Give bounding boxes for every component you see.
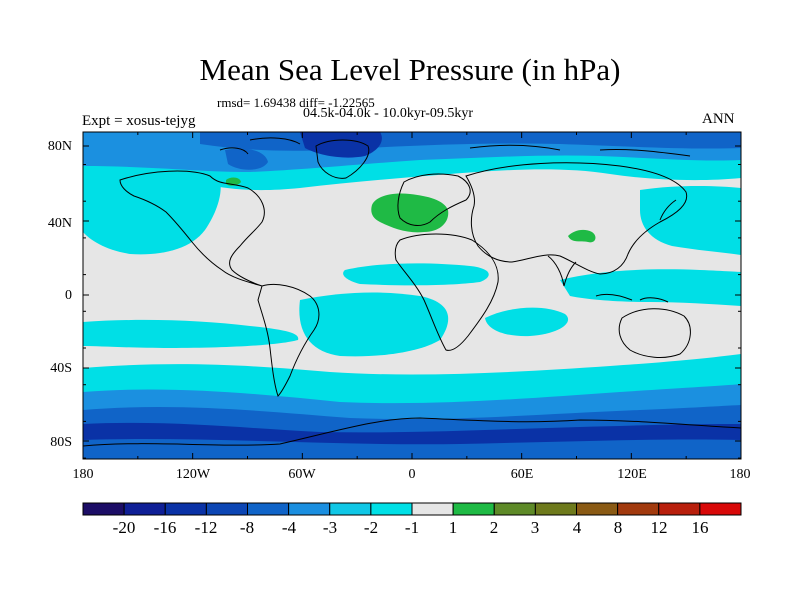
colorbar-swatch <box>82 502 125 516</box>
colorbar-swatch <box>452 502 495 516</box>
cyan-north-pacific <box>83 162 221 255</box>
lon-label-0: 0 <box>408 467 416 482</box>
lon-label-60w: 60W <box>288 467 316 482</box>
colorbar-label: -2 <box>363 518 379 537</box>
cyan-south-pacific <box>83 319 299 348</box>
season-label: ANN <box>702 111 735 127</box>
axis-ticks <box>82 132 742 459</box>
colorbar-label: 12 <box>650 518 668 537</box>
colorbar-label: -8 <box>239 518 255 537</box>
colorbar-swatch <box>288 502 331 516</box>
colorbar-swatch <box>534 502 577 516</box>
colorbar-swatch <box>493 502 536 516</box>
coast-africa <box>394 233 499 351</box>
colorbar-swatch <box>247 502 290 516</box>
lat-label-40n: 40N <box>47 216 72 231</box>
coast-japan <box>659 199 677 221</box>
coast-greenland <box>315 139 370 179</box>
lon-label-120w: 120W <box>175 467 211 482</box>
lon-label-180w: 180 <box>72 467 94 482</box>
map-field <box>83 132 741 459</box>
coast-australia <box>618 308 691 358</box>
coast-indonesia <box>595 293 669 303</box>
cyan-tropical-atlantic <box>343 263 489 286</box>
colorbar-swatch <box>411 502 454 516</box>
colorbar-label: 3 <box>530 518 540 537</box>
cyan-tropical-west-pacific <box>560 269 741 306</box>
coast-north-america <box>119 170 265 287</box>
coast-asia <box>465 162 688 275</box>
dark-blue-greenland <box>300 132 382 158</box>
coast-europe <box>397 173 471 226</box>
colorbar-label: 2 <box>489 518 499 537</box>
colorbar-swatch <box>370 502 413 516</box>
colorbar-swatch <box>617 502 660 516</box>
colorbar-swatch <box>205 502 248 516</box>
colorbar-label: -16 <box>153 518 177 537</box>
coast-india <box>547 255 577 287</box>
lat-label-0: 0 <box>65 288 72 303</box>
colorbar-label: 4 <box>572 518 582 537</box>
colorbar-label: -20 <box>112 518 136 537</box>
colorbar-label: 1 <box>448 518 458 537</box>
coastlines <box>83 137 741 447</box>
lat-label-80s: 80S <box>50 435 72 450</box>
chart-title: Mean Sea Level Pressure (in hPa) <box>199 52 621 87</box>
colorbar-swatch <box>576 502 619 516</box>
green-tibet-anomaly <box>568 229 596 243</box>
colorbar-swatch <box>699 502 742 516</box>
colorbar-label: 8 <box>613 518 623 537</box>
colorbar-label: -3 <box>322 518 338 537</box>
lat-label-40s: 40S <box>50 361 72 376</box>
colorbar-label: 16 <box>691 518 709 537</box>
lon-label-60e: 60E <box>510 467 534 482</box>
colorbar-label: -12 <box>194 518 218 537</box>
experiment-label: Expt = xosus-tejyg <box>82 113 196 129</box>
colorbar-label: -1 <box>404 518 420 537</box>
stats-text: rmsd= 1.69438 diff= -1.22565 <box>217 95 375 110</box>
lon-label-180e: 180 <box>729 467 751 482</box>
coast-arctic-islands <box>219 137 691 157</box>
period-text: 04.5k-04.0k - 10.0kyr-09.5kyr <box>303 106 474 121</box>
cyan-south-atlantic <box>299 292 449 357</box>
cyan-indian-ocean <box>485 307 569 337</box>
cyan-north-pacific-east <box>640 186 741 255</box>
lat-label-80n: 80N <box>47 139 72 154</box>
blue-band-polar-edge <box>83 439 741 459</box>
colorbar-swatch <box>658 502 701 516</box>
colorbar <box>82 502 742 516</box>
lon-label-120e: 120E <box>617 467 647 482</box>
colorbar-label: -4 <box>281 518 297 537</box>
colorbar-swatch <box>164 502 207 516</box>
colorbar-swatch <box>329 502 372 516</box>
blue-hudson <box>225 148 268 170</box>
coast-antarctica <box>83 417 741 447</box>
colorbar-swatch <box>123 502 166 516</box>
coast-south-america <box>257 283 320 397</box>
